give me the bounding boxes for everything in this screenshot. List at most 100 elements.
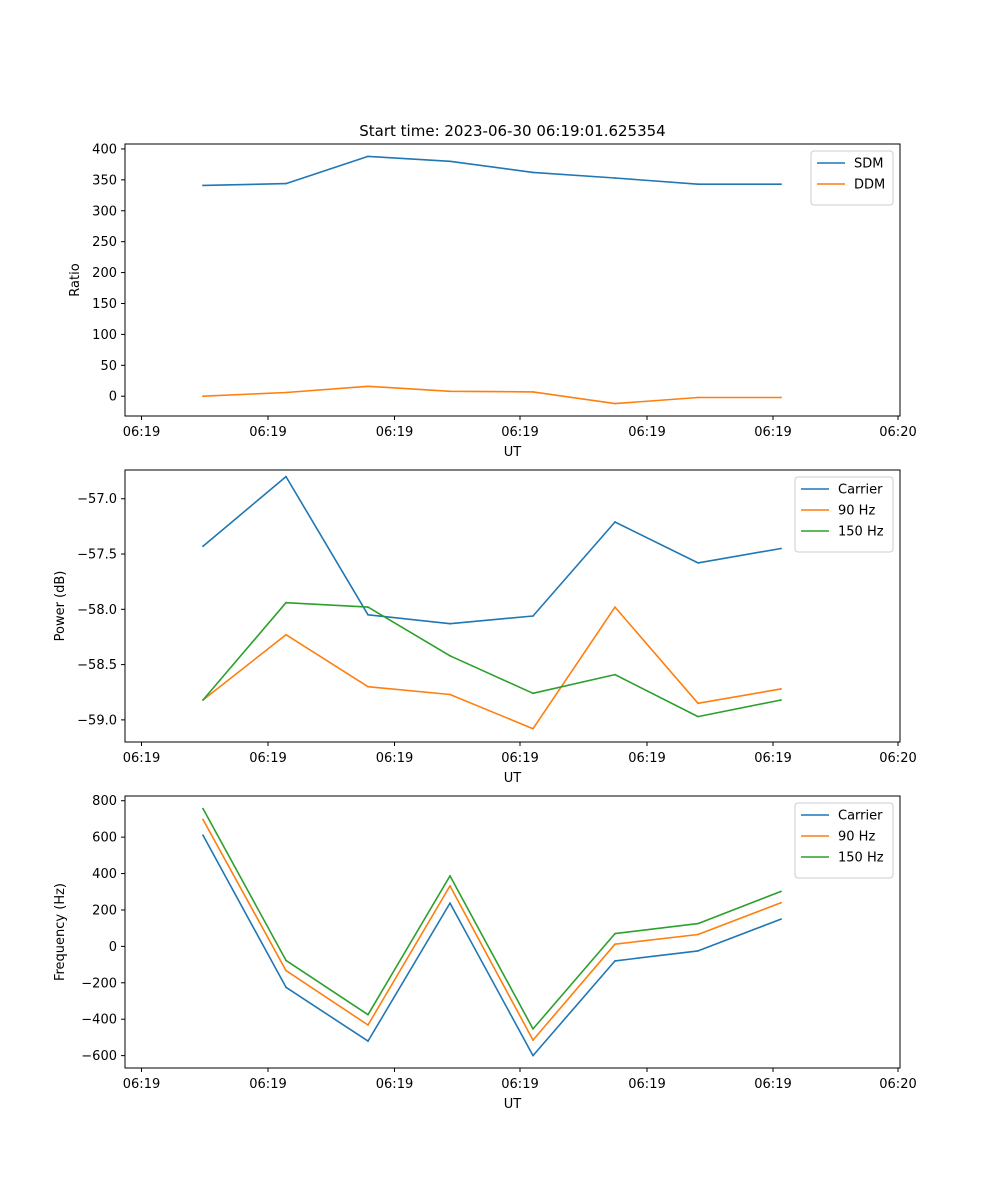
legend-box [794,802,894,879]
series-2-point [285,969,287,972]
axes-frame [124,143,901,417]
series-1-point [532,1054,534,1057]
legend-label-3: 150 Hz [838,851,884,866]
x-tick-label: 06:19 [628,425,665,440]
x-tick-label: 06:19 [376,1077,413,1092]
series-2-point [780,396,782,399]
series-3-point [367,1013,369,1016]
x-tick-label: 06:19 [501,425,538,440]
legend: SDM DDM [810,150,894,206]
x-tick-label: 06:20 [879,425,916,440]
series-2-point [285,633,287,636]
series-1-point [697,562,699,564]
series-line-3 [202,601,782,718]
legend-box [794,476,894,553]
x-tick-label: 06:19 [628,1077,665,1092]
legend: Carrier 90 Hz 150 Hz [794,476,894,553]
series-3-point [367,606,369,608]
y-tick-label: 400 [92,867,117,882]
series-3-point [697,715,699,718]
y-tick-label: −200 [81,976,117,991]
y-axis-label: Frequency (Hz) [53,883,68,981]
series-1-point [449,622,451,625]
series-1-point [285,475,287,478]
series-3-point [780,699,782,701]
x-tick-label: 06:19 [376,425,413,440]
x-tick-label: 06:19 [123,751,160,766]
series-1-point [614,960,616,962]
series-3-point [202,807,204,810]
legend-label-1: Carrier [838,483,883,498]
x-tick-label: 06:20 [879,1077,916,1092]
y-tick-label: 250 [92,235,117,250]
x-tick-label: 06:19 [249,1077,286,1092]
series-1-point [780,183,782,186]
series-2-point [614,943,616,946]
series-2-point [449,885,451,887]
series-1-point [202,184,204,187]
x-tick-label: 06:20 [879,751,916,766]
x-tick-label: 06:19 [501,1077,538,1092]
series-1-point [449,160,451,163]
series-3-point [780,890,782,893]
series-2-point [367,385,369,388]
y-tick-label: 300 [92,204,117,219]
x-axis-label: UT [504,1097,522,1112]
x-tick-label: 06:19 [376,751,413,766]
series-2-point [614,606,616,608]
y-axis-label: Ratio [68,263,83,296]
y-tick-label: 200 [92,266,117,281]
y-tick-label: −58.5 [77,658,117,673]
series-line-1 [202,834,782,1057]
y-tick-label: 600 [92,831,117,846]
chart-panel-2: 06:19 06:19 06:19 06:19 06:19 06:19 06:20 −59.0… [53,469,917,786]
series-1-point [697,183,699,186]
x-tick-label: 06:19 [501,751,538,766]
legend-label-3: 150 Hz [838,525,884,540]
series-1-point [202,545,204,548]
y-tick-label: −400 [81,1013,117,1028]
series-1-point [285,986,287,989]
series-3-point [449,654,451,657]
y-tick-label: 100 [92,328,117,343]
y-tick-label: −600 [81,1049,117,1064]
series-1-point [614,521,616,523]
series-1-point [449,902,451,904]
series-3-point [449,875,451,877]
series-1-point [285,182,287,185]
x-tick-label: 06:19 [123,1077,160,1092]
series-line-3 [202,808,782,1030]
series-1-point [367,613,369,616]
series-3-point [697,922,699,925]
series-1-point [614,177,616,179]
series-2-point [780,901,782,904]
chart-panel-1: 06:19 06:19 06:19 06:19 06:19 06:19 06:20 0 50 10… [68,142,917,460]
x-tick-label: 06:19 [754,1077,791,1092]
x-tick-label: 06:19 [249,425,286,440]
series-3-point [285,959,287,962]
series-2-point [367,1024,369,1026]
series-2-point [285,391,287,394]
series-1-point [202,834,204,837]
y-tick-label: 200 [92,903,117,918]
series-2-point [532,391,534,393]
y-axis-label: Power (dB) [53,571,68,642]
series-1-point [780,918,782,920]
series-2-point [367,685,369,688]
legend-label-1: Carrier [838,809,883,824]
series-2-point [532,1039,534,1041]
series-2-point [449,390,451,393]
y-tick-label: −57.5 [77,548,117,563]
legend-box [810,150,894,206]
x-axis-label: UT [504,771,522,786]
series-3-point [285,601,287,604]
legend-label-2: 90 Hz [838,830,875,845]
series-1-point [367,1040,369,1042]
legend-label-2: DDM [854,178,885,193]
y-tick-label: −59.0 [77,713,117,728]
legend-label-2: 90 Hz [838,504,875,519]
y-tick-label: 50 [100,359,117,374]
series-line-1 [202,155,781,187]
x-tick-label: 06:19 [249,751,286,766]
series-2-point [697,933,699,936]
